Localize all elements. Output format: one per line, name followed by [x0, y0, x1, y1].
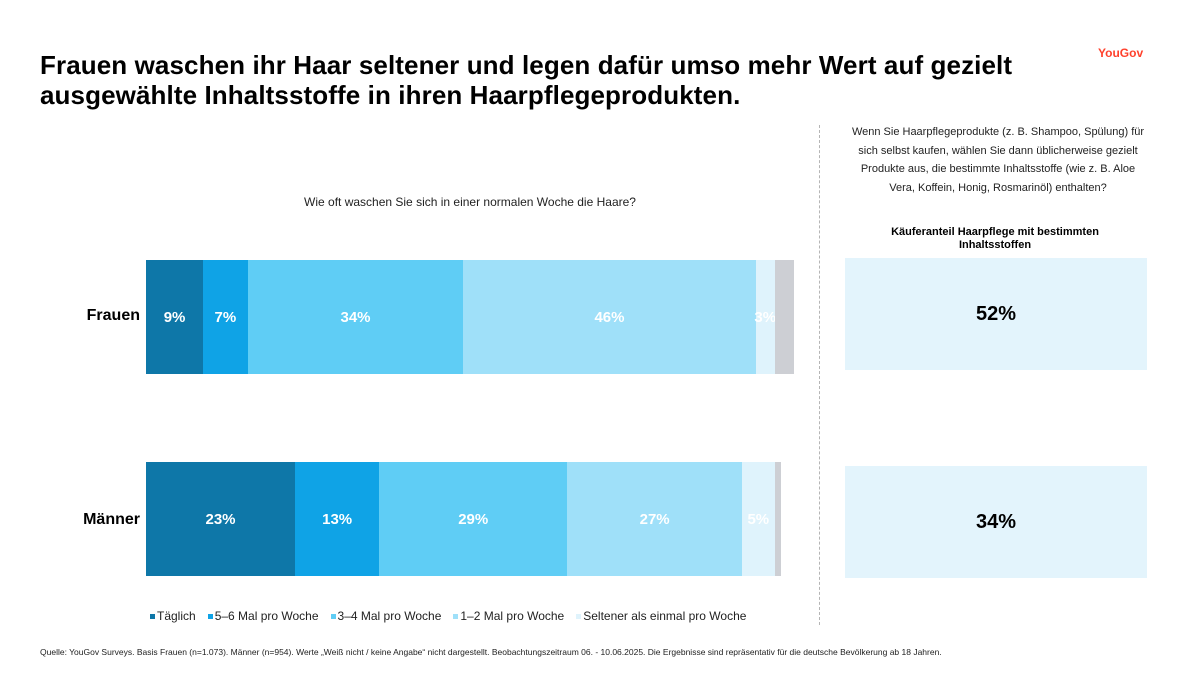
legend-item: 1–2 Mal pro Woche	[453, 609, 564, 623]
bar-segment-frauen-1: 9%	[146, 260, 204, 374]
data-label: 23%	[205, 510, 236, 528]
bar-segment-frauen-5: 3%	[754, 260, 777, 374]
data-label: 9%	[163, 308, 186, 326]
metric-box-maenner: 34%	[845, 466, 1147, 578]
data-label: 3%	[754, 308, 777, 326]
data-label: 46%	[594, 308, 625, 326]
bar-segment-frauen-unlabeled	[774, 260, 794, 374]
bar-segment-maenner-5: 5%	[742, 462, 775, 576]
legend-item: Seltener als einmal pro Woche	[576, 609, 746, 623]
metric-value-maenner: 34%	[975, 510, 1017, 533]
stacked-bar-frauen: 9% 7% 34% 46% 3%	[146, 260, 794, 374]
data-label: 5%	[747, 510, 770, 528]
legend-item: 3–4 Mal pro Woche	[330, 609, 442, 623]
yougov-logo: YouGov	[1098, 46, 1144, 60]
metric-title: Käuferanteil Haarpflege mit bestimmten I…	[891, 226, 1099, 251]
page-title: Frauen waschen ihr Haar seltener und leg…	[40, 50, 1013, 110]
bar-segment-maenner-unlabeled	[774, 462, 781, 576]
legend-swatch	[150, 613, 155, 619]
legend-item: 5–6 Mal pro Woche	[207, 609, 319, 623]
data-label: 27%	[639, 510, 670, 528]
source-footnote: Quelle: YouGov Surveys. Basis Frauen (n=…	[40, 647, 942, 657]
bar-segment-maenner-1: 23%	[146, 462, 296, 576]
data-label: 34%	[340, 308, 371, 326]
metric-box-frauen: 52%	[845, 258, 1147, 370]
legend-swatch	[453, 613, 459, 619]
bar-segment-frauen-2: 7%	[203, 260, 248, 374]
bar-segment-maenner-4: 27%	[567, 462, 743, 576]
bar-segment-frauen-4: 46%	[463, 260, 756, 374]
row-label-maenner: Männer	[83, 511, 140, 528]
data-label: 29%	[458, 510, 489, 528]
row-label-frauen: Frauen	[86, 307, 140, 324]
legend-label: 5–6 Mal pro Woche	[214, 609, 319, 623]
legend-item: Täglich	[150, 609, 196, 623]
legend-swatch	[576, 613, 582, 619]
legend-label: Seltener als einmal pro Woche	[583, 609, 747, 623]
chart-question: Wie oft waschen Sie sich in einer normal…	[304, 195, 636, 209]
bar-segment-maenner-2: 13%	[295, 462, 380, 576]
section-divider	[819, 125, 820, 625]
bar-segment-frauen-3: 34%	[247, 260, 464, 374]
legend-swatch	[330, 613, 336, 619]
legend-swatch	[207, 613, 213, 619]
data-label: 13%	[322, 510, 353, 528]
chart-legend: Täglich 5–6 Mal pro Woche 3–4 Mal pro Woch…	[150, 609, 810, 623]
side-question: Wenn Sie Haarpflegeprodukte (z. B. Shamp…	[851, 126, 1145, 194]
legend-label: 3–4 Mal pro Woche	[337, 609, 442, 623]
legend-label: 1–2 Mal pro Woche	[460, 609, 565, 623]
legend-label: Täglich	[157, 609, 196, 623]
data-label: 7%	[214, 308, 237, 326]
metric-value-frauen: 52%	[975, 302, 1017, 325]
stacked-bar-maenner: 23% 13% 29% 27% 5%	[146, 462, 794, 576]
bar-segment-maenner-3: 29%	[379, 462, 568, 576]
